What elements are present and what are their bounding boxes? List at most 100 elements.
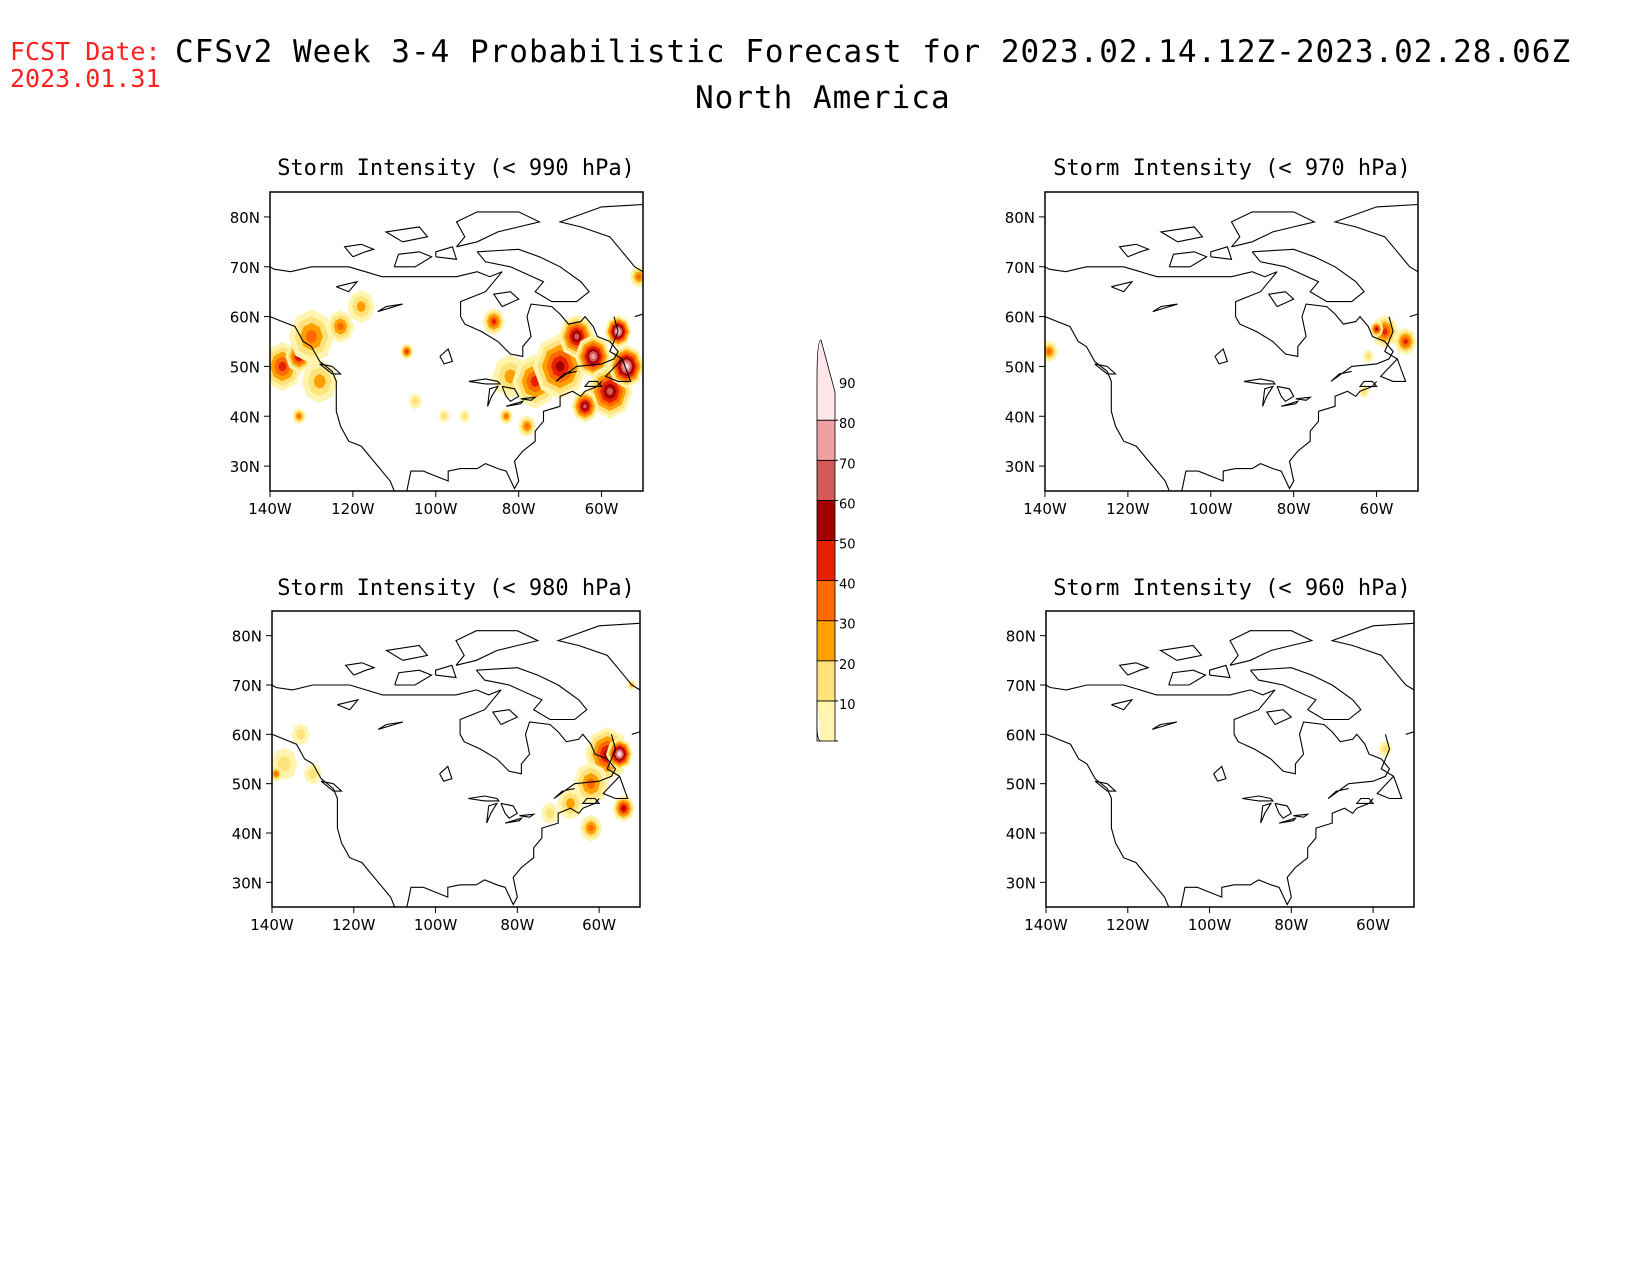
lon-tick-label: 120W: [332, 916, 376, 934]
panel-title: Storm Intensity (< 980 hPa): [277, 576, 635, 601]
coastline: [272, 622, 640, 907]
probability-area: [575, 334, 612, 379]
lon-tick-label: 80W: [502, 500, 536, 518]
lon-tick-label: 100W: [414, 916, 458, 934]
probability-area: [291, 723, 310, 746]
probability-area: [399, 343, 414, 360]
map-frame: [269, 191, 644, 492]
probability-area: [541, 802, 560, 825]
colorbar-label: 20: [839, 658, 856, 673]
lon-tick-label: 60W: [1356, 916, 1390, 934]
lat-tick-label: 40N: [1005, 408, 1035, 426]
colorbar-label: 10: [839, 698, 856, 713]
coastline: [1046, 622, 1414, 907]
lon-tick-label: 100W: [1189, 500, 1233, 518]
lat-tick-label: 40N: [232, 825, 262, 843]
colorbar-label: 70: [839, 457, 856, 472]
map-frame: [1044, 191, 1419, 492]
lon-tick-label: 80W: [1274, 916, 1308, 934]
lon-tick-label: 140W: [250, 916, 294, 934]
lon-tick-label: 100W: [1188, 916, 1232, 934]
main-title: CFSv2 Week 3-4 Probabilistic Forecast fo…: [175, 34, 1572, 70]
lat-tick-label: 70N: [1006, 677, 1036, 695]
probability-area: [517, 415, 537, 438]
probability-area: [272, 765, 283, 782]
lat-tick-label: 70N: [230, 259, 260, 277]
probability-area: [1394, 327, 1417, 356]
colorbar-label: 40: [839, 578, 856, 593]
probability-area: [347, 290, 375, 324]
map-panel-p960: Storm Intensity (< 960 hPa) 80N 70N 60N 50N 4…: [1006, 576, 1415, 934]
lat-tick-label: 50N: [232, 776, 262, 794]
forecast-date-value: 2023.01.31: [10, 64, 161, 93]
lat-tick-label: 30N: [1005, 458, 1035, 476]
probability-area: [499, 408, 514, 425]
probability-area: [408, 393, 422, 410]
colorbar-swatch: [816, 540, 836, 581]
coastline: [1045, 203, 1418, 491]
lat-tick-label: 50N: [230, 358, 260, 376]
colorbar-swatch: [816, 620, 836, 662]
probability-area: [571, 389, 599, 423]
colorbar-swatch: [816, 339, 836, 421]
panel-title: Storm Intensity (< 960 hPa): [1053, 576, 1411, 601]
region-subtitle: North America: [695, 80, 951, 116]
lat-tick-label: 80N: [232, 628, 262, 646]
probability-area: [1378, 740, 1393, 758]
probability-area: [612, 794, 635, 822]
lon-tick-label: 120W: [1106, 500, 1150, 518]
lat-tick-label: 80N: [230, 209, 260, 227]
probability-area: [629, 265, 643, 288]
lat-tick-label: 60N: [230, 309, 260, 327]
colorbar-label: 30: [839, 618, 856, 633]
lat-tick-label: 60N: [232, 726, 262, 744]
map-panel-p980: Storm Intensity (< 980 hPa) 80N 70N 60N 50N 4…: [232, 576, 641, 934]
lat-tick-label: 70N: [1005, 259, 1035, 277]
panel-title: Storm Intensity (< 970 hPa): [1053, 156, 1411, 181]
lon-tick-label: 140W: [1024, 916, 1068, 934]
map-frame: [271, 610, 641, 908]
probability-area: [606, 737, 634, 771]
lat-tick-label: 30N: [230, 458, 260, 476]
lat-tick-label: 40N: [1006, 825, 1036, 843]
probability-area: [1045, 340, 1059, 363]
lon-tick-label: 100W: [414, 500, 458, 518]
lon-tick-label: 80W: [500, 916, 534, 934]
probability-area: [303, 762, 322, 785]
lat-tick-label: 70N: [232, 677, 262, 695]
lon-tick-label: 60W: [1360, 500, 1394, 518]
colorbar-label: 90: [839, 377, 856, 392]
lon-tick-label: 140W: [248, 500, 292, 518]
forecast-date-label: FCST Date:: [10, 37, 161, 66]
colorbar-swatch: [816, 499, 836, 541]
lat-tick-label: 40N: [230, 408, 260, 426]
panel-title: Storm Intensity (< 990 hPa): [277, 156, 635, 181]
lon-tick-label: 60W: [582, 916, 616, 934]
probability-area: [288, 309, 335, 364]
probability-area: [579, 814, 603, 842]
probability-area: [301, 359, 338, 404]
lon-tick-label: 80W: [1277, 500, 1311, 518]
lon-tick-label: 60W: [585, 500, 619, 518]
probability-area: [1369, 320, 1384, 338]
probability-area: [292, 408, 306, 425]
lat-tick-label: 30N: [1006, 874, 1036, 892]
colorbar-swatch: [816, 419, 836, 461]
coastline: [270, 203, 643, 491]
lat-tick-label: 80N: [1006, 628, 1036, 646]
probability-area: [459, 409, 471, 423]
forecast-date-block: FCST Date: 2023.01.31: [10, 38, 161, 92]
lat-tick-label: 50N: [1006, 776, 1036, 794]
lon-tick-label: 120W: [331, 500, 375, 518]
lon-tick-label: 140W: [1023, 500, 1067, 518]
colorbar-swatch: [816, 580, 836, 622]
colorbar-label: 50: [839, 538, 856, 553]
lat-tick-label: 80N: [1005, 209, 1035, 227]
probability-area: [532, 333, 588, 400]
map-panel-p990: Storm Intensity (< 990 hPa) 80N 70N 60N 50N 4…: [230, 156, 644, 518]
colorbar-label: 80: [839, 417, 856, 432]
lat-tick-label: 60N: [1005, 309, 1035, 327]
probability-area: [1362, 349, 1374, 364]
colorbar: 10 20 30 40 50 60 70 80 90: [816, 339, 856, 742]
